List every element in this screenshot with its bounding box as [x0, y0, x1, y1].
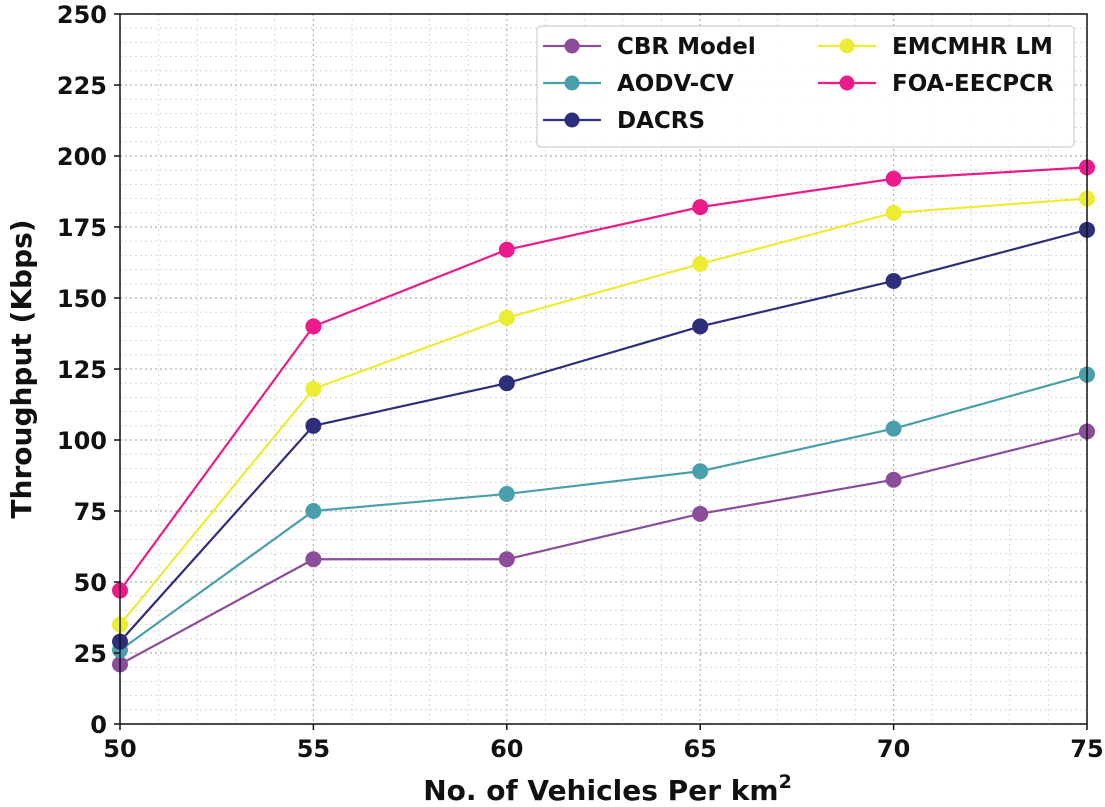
x-tick-label: 70 [877, 735, 910, 763]
series-foa-eecpcr [112, 159, 1095, 599]
data-point [692, 199, 709, 216]
series-emcmhr-lm [112, 190, 1095, 633]
series-line [119, 430, 1088, 666]
legend-label: FOA-EECPCR [892, 71, 1054, 97]
legend-marker [564, 38, 580, 54]
y-tick-label: 100 [57, 427, 107, 455]
y-tick-label: 25 [74, 640, 107, 668]
legend-item: AODV-CV [543, 71, 734, 97]
data-point [305, 318, 322, 335]
data-point [692, 318, 709, 335]
series-line [119, 228, 1088, 643]
data-point [885, 471, 902, 488]
x-tick-label: 50 [103, 735, 136, 763]
legend: CBR Model AODV-CV DACRS EMCMHR LM FOA-EECPCR [536, 25, 1075, 148]
series-lines [112, 159, 1095, 673]
data-point [692, 505, 709, 522]
data-point [885, 420, 902, 437]
x-tick-label: 60 [490, 735, 523, 763]
x-axis-title-superscript: 2 [779, 771, 792, 793]
legend-marker [839, 75, 855, 91]
legend-marker [564, 75, 580, 91]
legend-label: CBR Model [617, 34, 756, 60]
y-tick-label: 50 [74, 569, 107, 597]
legend-label: EMCMHR LM [892, 34, 1053, 60]
data-point [498, 485, 515, 502]
legend-item: CBR Model [543, 34, 756, 60]
legend-label: DACRS [617, 108, 705, 134]
x-axis-title: No. of Vehicles Per km2 [423, 771, 792, 807]
data-point [692, 463, 709, 480]
data-point [498, 375, 515, 392]
y-axis-title: Throughput (Kbps) [5, 219, 38, 518]
y-tick-label: 200 [57, 143, 107, 171]
legend-item: DACRS [543, 108, 705, 134]
legend-label: AODV-CV [617, 71, 734, 97]
y-tick-label: 150 [57, 285, 107, 313]
data-point [305, 551, 322, 568]
series-aodv-cv [112, 366, 1095, 659]
legend-item: EMCMHR LM [818, 34, 1053, 60]
data-point [498, 309, 515, 326]
data-point [305, 417, 322, 434]
y-tick-label: 75 [74, 498, 107, 526]
data-point [498, 551, 515, 568]
x-tick-label: 65 [683, 735, 716, 763]
x-axis-title-text: No. of Vehicles Per km [423, 774, 778, 807]
series-line [119, 197, 1088, 626]
series-dacrs [112, 221, 1095, 650]
legend-box [536, 25, 1075, 148]
data-point [885, 170, 902, 187]
data-point [498, 241, 515, 258]
y-tick-label: 175 [57, 214, 107, 242]
legend-item: FOA-EECPCR [818, 71, 1054, 97]
y-tick-label: 225 [57, 72, 107, 100]
data-point [885, 204, 902, 221]
data-point [305, 503, 322, 519]
legend-marker [839, 38, 855, 54]
tick-labels: 50 55 60 65 70 75 0 25 50 75 100 125 150 175 200 225 250 [57, 1, 1104, 763]
data-point [885, 272, 902, 289]
data-point [305, 380, 322, 397]
y-tick-label: 250 [57, 1, 107, 29]
x-tick-label: 55 [297, 735, 330, 763]
legend-marker [564, 112, 580, 128]
series-line [119, 166, 1088, 592]
series-cbr-model [112, 423, 1095, 673]
data-point [692, 255, 709, 272]
series-line [119, 373, 1088, 652]
y-tick-label: 0 [90, 711, 107, 739]
x-tick-label: 75 [1070, 735, 1103, 763]
y-tick-label: 125 [57, 356, 107, 384]
